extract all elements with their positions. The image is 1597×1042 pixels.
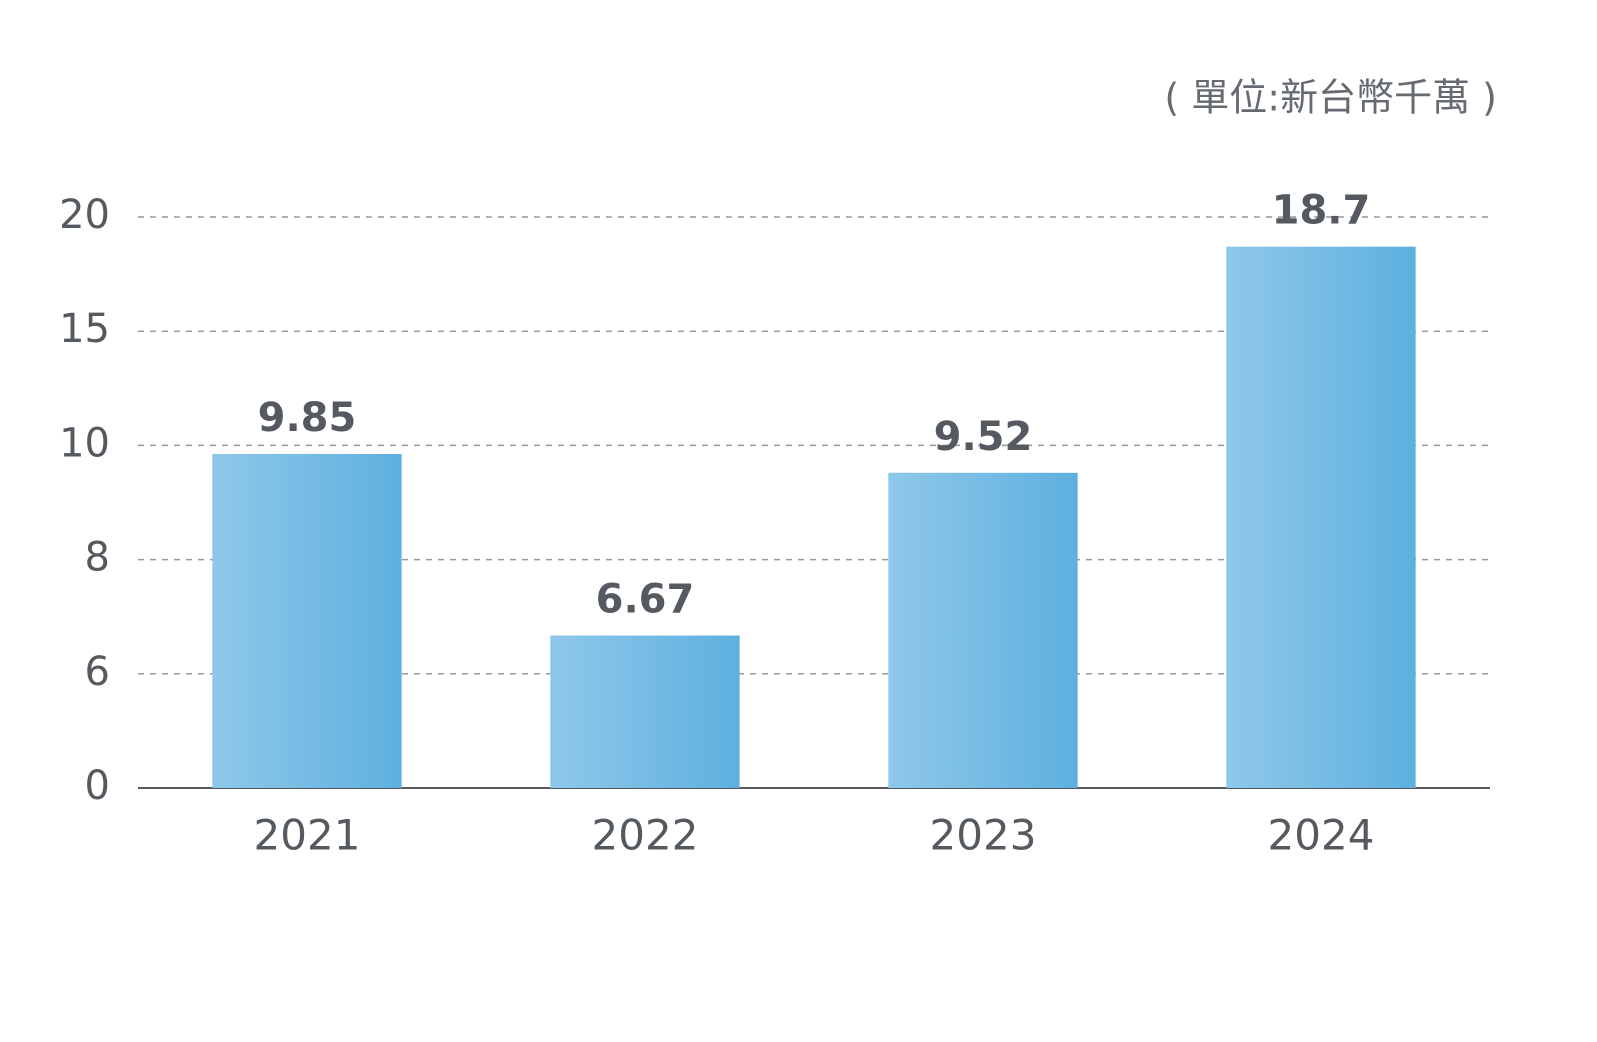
x-tick-label: 2022 xyxy=(592,811,699,860)
y-tick-label: 0 xyxy=(85,763,110,809)
unit-label: ( 單位:新台幣千萬 ) xyxy=(1164,76,1497,120)
value-label: 9.85 xyxy=(258,395,357,441)
y-tick-label: 6 xyxy=(85,649,110,695)
value-label: 9.52 xyxy=(934,414,1033,460)
value-label: 18.7 xyxy=(1272,188,1371,234)
bar-shade xyxy=(550,635,740,788)
bar-shade xyxy=(1226,246,1416,788)
x-tick-label: 2023 xyxy=(930,811,1037,860)
y-tick-label: 20 xyxy=(59,192,110,238)
bar xyxy=(1226,246,1416,788)
value-label: 6.67 xyxy=(596,577,695,623)
y-tick-label: 8 xyxy=(85,535,110,581)
bar-shade xyxy=(212,453,402,788)
x-tick-label: 2021 xyxy=(254,811,361,860)
bar xyxy=(212,453,402,788)
y-tick-label: 10 xyxy=(59,420,110,466)
y-tick-label: 15 xyxy=(59,306,110,352)
x-tick-label: 2024 xyxy=(1268,811,1375,860)
bar xyxy=(550,635,740,788)
bar xyxy=(888,472,1078,788)
bar-shade xyxy=(888,472,1078,788)
